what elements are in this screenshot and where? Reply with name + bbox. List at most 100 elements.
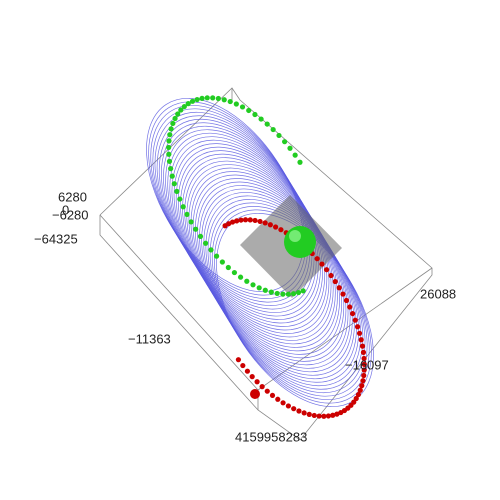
moving-body [250,389,260,399]
orbit-point [189,98,196,104]
orbit-point [166,138,172,144]
orbit-point [225,264,231,271]
orbit-point [321,413,327,419]
orbit-point [273,224,279,230]
central-body [284,226,316,258]
orbit-point [352,317,358,323]
orbit-point [184,211,190,217]
orbit-point [296,408,302,414]
orbit-point [287,145,293,151]
orbit-point [210,95,216,101]
orbit-point [360,378,366,384]
orbit-point [177,196,183,202]
z-tick-label: 6280 [58,189,87,204]
orbit-point [259,384,265,390]
orbit-point [269,392,276,399]
orbit-point [359,343,366,349]
orbit-point [213,253,220,259]
orbit-point [361,361,367,367]
orbit-point [361,367,367,373]
orbit-point [280,400,286,406]
orbit-point [301,410,307,416]
highlight [289,230,301,242]
orbit-point [343,297,350,304]
orbit-point [181,103,187,110]
orbit-point [354,324,361,330]
orbit-point [166,158,173,164]
orbit-point [334,411,340,417]
axis-label: −16097 [345,357,389,372]
orbit-point [234,218,240,224]
orbit-point [185,101,191,107]
orbit-point [319,261,325,267]
orbit-point [356,330,363,336]
orbit-point [300,288,306,294]
orbit-point [340,291,346,297]
orbit-point [264,121,270,127]
orbit-point [242,217,249,223]
axis-label: −11363 [128,331,171,346]
orbit-point [258,116,264,122]
orbit-point [208,247,214,253]
orbit-point [215,95,221,102]
orbit-point [361,355,367,362]
orbit-point [280,291,286,297]
axis-label: 26088 [420,286,456,301]
orbit-point [268,289,274,295]
orbit-point [237,274,244,280]
orbit-point [169,173,175,179]
orbit-point [314,256,320,262]
orbit-point [257,218,263,225]
orbit-point [252,111,258,118]
orbit-point [358,337,364,343]
orbit-point [274,290,280,297]
orbit-point [172,115,178,122]
orbit-point [168,166,174,172]
orbit-point [174,188,180,194]
orbit-point [357,387,363,393]
orbit-point [244,368,251,374]
orbit-point [285,403,291,409]
orbit-point [170,120,176,127]
orbit-point [221,97,227,103]
orbit-point [167,132,173,138]
z-tick-label: −6280 [52,207,89,222]
orbit-point [332,278,338,285]
orbit-point [180,204,186,210]
orbit-point [350,310,356,317]
orbit-point [188,219,194,225]
orbit-point [325,413,332,419]
orbit-point [336,285,342,291]
orbit-point [262,220,268,226]
orbit-point [330,412,336,418]
orbit-point [240,362,246,369]
orbit-point [297,159,303,165]
orbit-point [197,233,204,239]
orbit-point [360,349,367,355]
orbit-point [231,269,238,276]
orbit-point [166,144,172,151]
orbit-point [355,391,362,398]
orbit-point [249,374,255,380]
orbit-point [250,282,256,288]
orbit-point [238,217,244,223]
orbit-point [256,285,262,291]
orbit-point [275,396,281,402]
orbit-point [278,227,284,233]
orbit-point [323,267,330,273]
orbit-point [347,304,353,310]
orbit-point [328,272,334,279]
orbit-point [252,217,258,224]
orbit-point [227,98,233,105]
orbit-point [290,291,297,297]
orbit-point [316,413,322,419]
orbit-point [171,181,177,187]
orbit-point [199,95,205,101]
orbit-point [239,104,246,110]
orbit-point [276,132,282,139]
orbit-point [270,126,276,133]
orbit-point [285,291,291,297]
orbit-point [244,278,250,284]
orbit-point [247,217,253,223]
